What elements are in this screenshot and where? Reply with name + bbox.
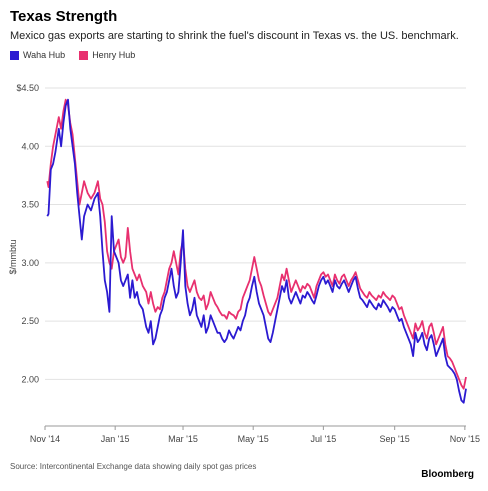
series-line-henry-hub — [46, 98, 467, 390]
legend: Waha Hub Henry Hub — [10, 50, 135, 60]
y-tick-label: 2.00 — [21, 374, 39, 384]
y-tick-label: 4.00 — [21, 141, 39, 151]
chart-title: Texas Strength — [10, 8, 118, 25]
bloomberg-logo: Bloomberg — [421, 469, 474, 480]
x-tick-label: Sep '15 — [380, 434, 410, 444]
y-tick-label: $4.50 — [16, 83, 39, 93]
source-note: Source: Intercontinental Exchange data s… — [10, 462, 257, 471]
x-tick-label: Jul '15 — [310, 434, 336, 444]
legend-label-henry: Henry Hub — [92, 50, 136, 60]
x-tick-label: Nov '15 — [450, 434, 480, 444]
legend-swatch-henry — [79, 50, 89, 60]
chart-subtitle: Mexico gas exports are starting to shrin… — [10, 30, 459, 42]
legend-item-henry: Henry Hub — [79, 50, 135, 60]
legend-item-waha: Waha Hub — [10, 50, 65, 60]
x-tick-label: Nov '14 — [30, 434, 60, 444]
x-tick-label: Mar '15 — [168, 434, 198, 444]
legend-label-waha: Waha Hub — [23, 50, 66, 60]
y-tick-label: 2.50 — [21, 316, 39, 326]
legend-swatch-waha — [10, 50, 19, 60]
y-axis-label: $/mmbtu — [8, 239, 18, 274]
series-line-waha-hub — [46, 98, 467, 404]
y-tick-label: 3.00 — [21, 258, 39, 268]
x-tick-label: May '15 — [238, 434, 269, 444]
y-tick-label: 3.50 — [21, 200, 39, 210]
x-tick-label: Jan '15 — [101, 434, 130, 444]
